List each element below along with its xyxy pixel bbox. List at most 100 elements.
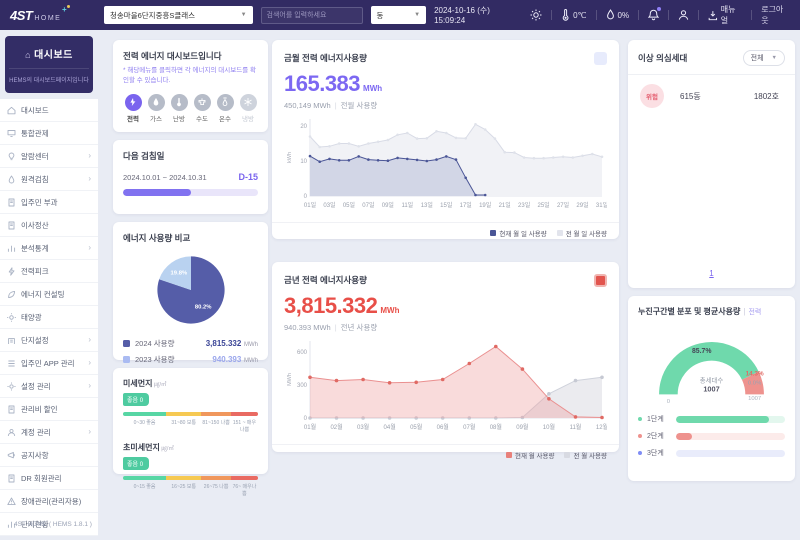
sidebar-item-17[interactable]: DR 회원관리 [0, 467, 98, 490]
sidebar-item-label: 이사정산 [21, 220, 49, 230]
sidebar-item-19[interactable]: 단지현황 [0, 513, 98, 536]
chevron-right-icon: › [88, 381, 91, 390]
person-icon [678, 10, 689, 20]
energy-indicator-button[interactable] [594, 274, 607, 287]
sidebar-item-label: 전력피크 [21, 266, 49, 276]
energy-type-label: 온수 [219, 115, 231, 123]
legend-swatch [564, 452, 571, 458]
tier-label: 1단계 [647, 416, 664, 423]
sidebar-item-10[interactable]: 태양광 [0, 306, 98, 329]
tier-dot [638, 434, 642, 438]
air-quality-scale-bar [123, 412, 258, 416]
sidebar-item-label: 단지설정 [21, 335, 49, 345]
bell-icon [648, 9, 660, 21]
legend-label: 현재 월 일 사용량 [499, 231, 547, 238]
sidebar-item-label: 태양광 [21, 312, 42, 322]
legend-item: 현재 월 일 사용량 [490, 228, 547, 238]
sidebar-item-12[interactable]: 입주민 APP 관리 › [0, 352, 98, 375]
energy-type-가스[interactable]: 가스 [146, 93, 166, 123]
pagination-page-1[interactable]: 1 [709, 269, 714, 278]
tier-label: 3단계 [647, 450, 664, 457]
svg-text:1007: 1007 [703, 384, 719, 393]
anomaly-row-list: 위험 615동 1802호 [638, 75, 785, 117]
app-version-label: 4ST HOME ( HEMS 1.8.1 ) [14, 521, 92, 528]
current-datetime: 2024-10-16 (수) 15:09:24 [434, 6, 490, 25]
energy-type-온수[interactable]: 온수 [215, 93, 235, 123]
bulb-icon [8, 152, 15, 160]
sidebar-item-9[interactable]: 에너지 컨설팅 [0, 283, 98, 306]
sidebar-item-5[interactable]: 입주민 부과 [0, 191, 98, 214]
sidebar-item-18[interactable]: 장애관리(관리자용) [0, 490, 98, 513]
meter-schedule-card: 다음 검침일 2024.10.01 ~ 2024.10.31 D-15 [113, 140, 268, 214]
card-subtitle: * 해당메뉴를 클릭하면 각 에너지의 대시보드를 확인할 수 있습니다. [123, 67, 256, 84]
notifications-button[interactable] [648, 6, 663, 21]
monthly-usage-line-chart: 0 10 20 kWh 01일 03일 05일 07일 09일 11일 13일 15일 17일 19일 21… [287, 119, 608, 209]
energy-type-label: 수도 [196, 115, 208, 123]
sidebar-item-16[interactable]: 공지사항 [0, 444, 98, 467]
legend-item: 전 월 사용량 [564, 450, 607, 460]
svg-text:03월: 03월 [357, 423, 369, 431]
scale-segment [201, 476, 231, 480]
sidebar-item-2[interactable]: 통합관제 [0, 122, 98, 145]
sidebar-item-14[interactable]: 관리비 할인 [0, 398, 98, 421]
scale-label: 0~15 좋음 [133, 484, 156, 490]
user-profile-button[interactable] [678, 9, 689, 21]
sidebar-item-11[interactable]: 단지설정 › [0, 329, 98, 352]
tier-bar-track [676, 432, 785, 440]
legend-item: 현재 월 사용량 [505, 450, 554, 460]
gear-icon [7, 382, 16, 390]
energy-type-label: 전력 [748, 309, 762, 316]
complex-select[interactable]: 청송마을6단지중흥S클래스 ▼ [104, 6, 253, 24]
energy-type-냉방[interactable]: 냉방 [238, 93, 258, 123]
tier-bar-track [676, 449, 785, 457]
dong-select[interactable]: 동 ▼ [370, 6, 427, 24]
energy-type-전력[interactable]: 전력 [123, 93, 143, 123]
anomaly-row[interactable]: 위험 615동 1802호 [638, 75, 785, 117]
sidebar-item-13[interactable]: 설정 관리 › [0, 375, 98, 398]
tier-label: 2단계 [647, 433, 664, 440]
sidebar-item-7[interactable]: 분석통계 › [0, 237, 98, 260]
prev-month-label: 전월 사용량 [340, 101, 378, 110]
scale-label: 16~25 보통 [171, 484, 197, 490]
scale-label: 81~150 나쁨 [202, 420, 230, 426]
document-icon [8, 474, 15, 482]
energy-type-수도[interactable]: 수도 [192, 93, 212, 123]
sidebar-item-label: 설정 관리 [21, 381, 51, 391]
sidebar-item-label: 알람센터 [21, 151, 49, 161]
sidebar-item-3[interactable]: 알람센터 › [0, 145, 98, 168]
building-label: 615동 [680, 91, 701, 101]
sidebar-item-4[interactable]: 원격검침 › [0, 168, 98, 191]
chart-icon [7, 521, 16, 528]
tier-bar-fill [676, 432, 692, 440]
app-logo[interactable]: 4ST HOME + [10, 4, 96, 23]
energy-type-난방[interactable]: 난방 [169, 93, 189, 123]
sidebar-item-6[interactable]: 이사정산 [0, 214, 98, 237]
energy-indicator-button[interactable] [594, 52, 607, 65]
sidebar-item-8[interactable]: 전력피크 [0, 260, 98, 283]
top-header-bar: 4ST HOME + 청송마을6단지중흥S클래스 ▼ 동 ▼ 2024-10-1… [0, 0, 800, 30]
logout-button[interactable]: 로그아웃 [761, 5, 784, 25]
svg-text:02월: 02월 [330, 423, 342, 431]
svg-text:15일: 15일 [440, 201, 452, 209]
meter-date-range: 2024.10.01 ~ 2024.10.31 [123, 172, 207, 182]
search-input[interactable] [260, 6, 363, 24]
legend-swatch [490, 230, 497, 236]
scale-label: 76~ 매우나쁨 [232, 484, 257, 497]
sidebar-item-15[interactable]: 계정 관리 › [0, 421, 98, 444]
chevron-right-icon: › [88, 151, 91, 160]
sidebar: ⌂ 대시보드 HEMS의 대시보드페이지입니다 대시보드 통합관제 알람센터 › 원격검침… [0, 30, 98, 540]
anomaly-filter-value: 전체 [750, 55, 764, 62]
pie-slice-label: 80.2% [194, 305, 211, 311]
svg-text:07일: 07일 [362, 201, 374, 209]
manual-button[interactable]: 매뉴얼 [708, 4, 742, 26]
svg-text:31일: 31일 [596, 201, 607, 209]
energy-type-label: 난방 [173, 115, 185, 123]
divider [272, 444, 619, 445]
weather-sun-icon [530, 9, 542, 21]
legend-label: 2023 사용량 [135, 355, 175, 364]
sidebar-item-1[interactable]: 대시보드 [0, 99, 98, 122]
svg-text:MWh: MWh [287, 373, 293, 386]
svg-text:0: 0 [667, 399, 671, 405]
anomaly-filter-select[interactable]: 전체 ▼ [742, 50, 785, 66]
logo-text: 4ST [10, 7, 33, 23]
